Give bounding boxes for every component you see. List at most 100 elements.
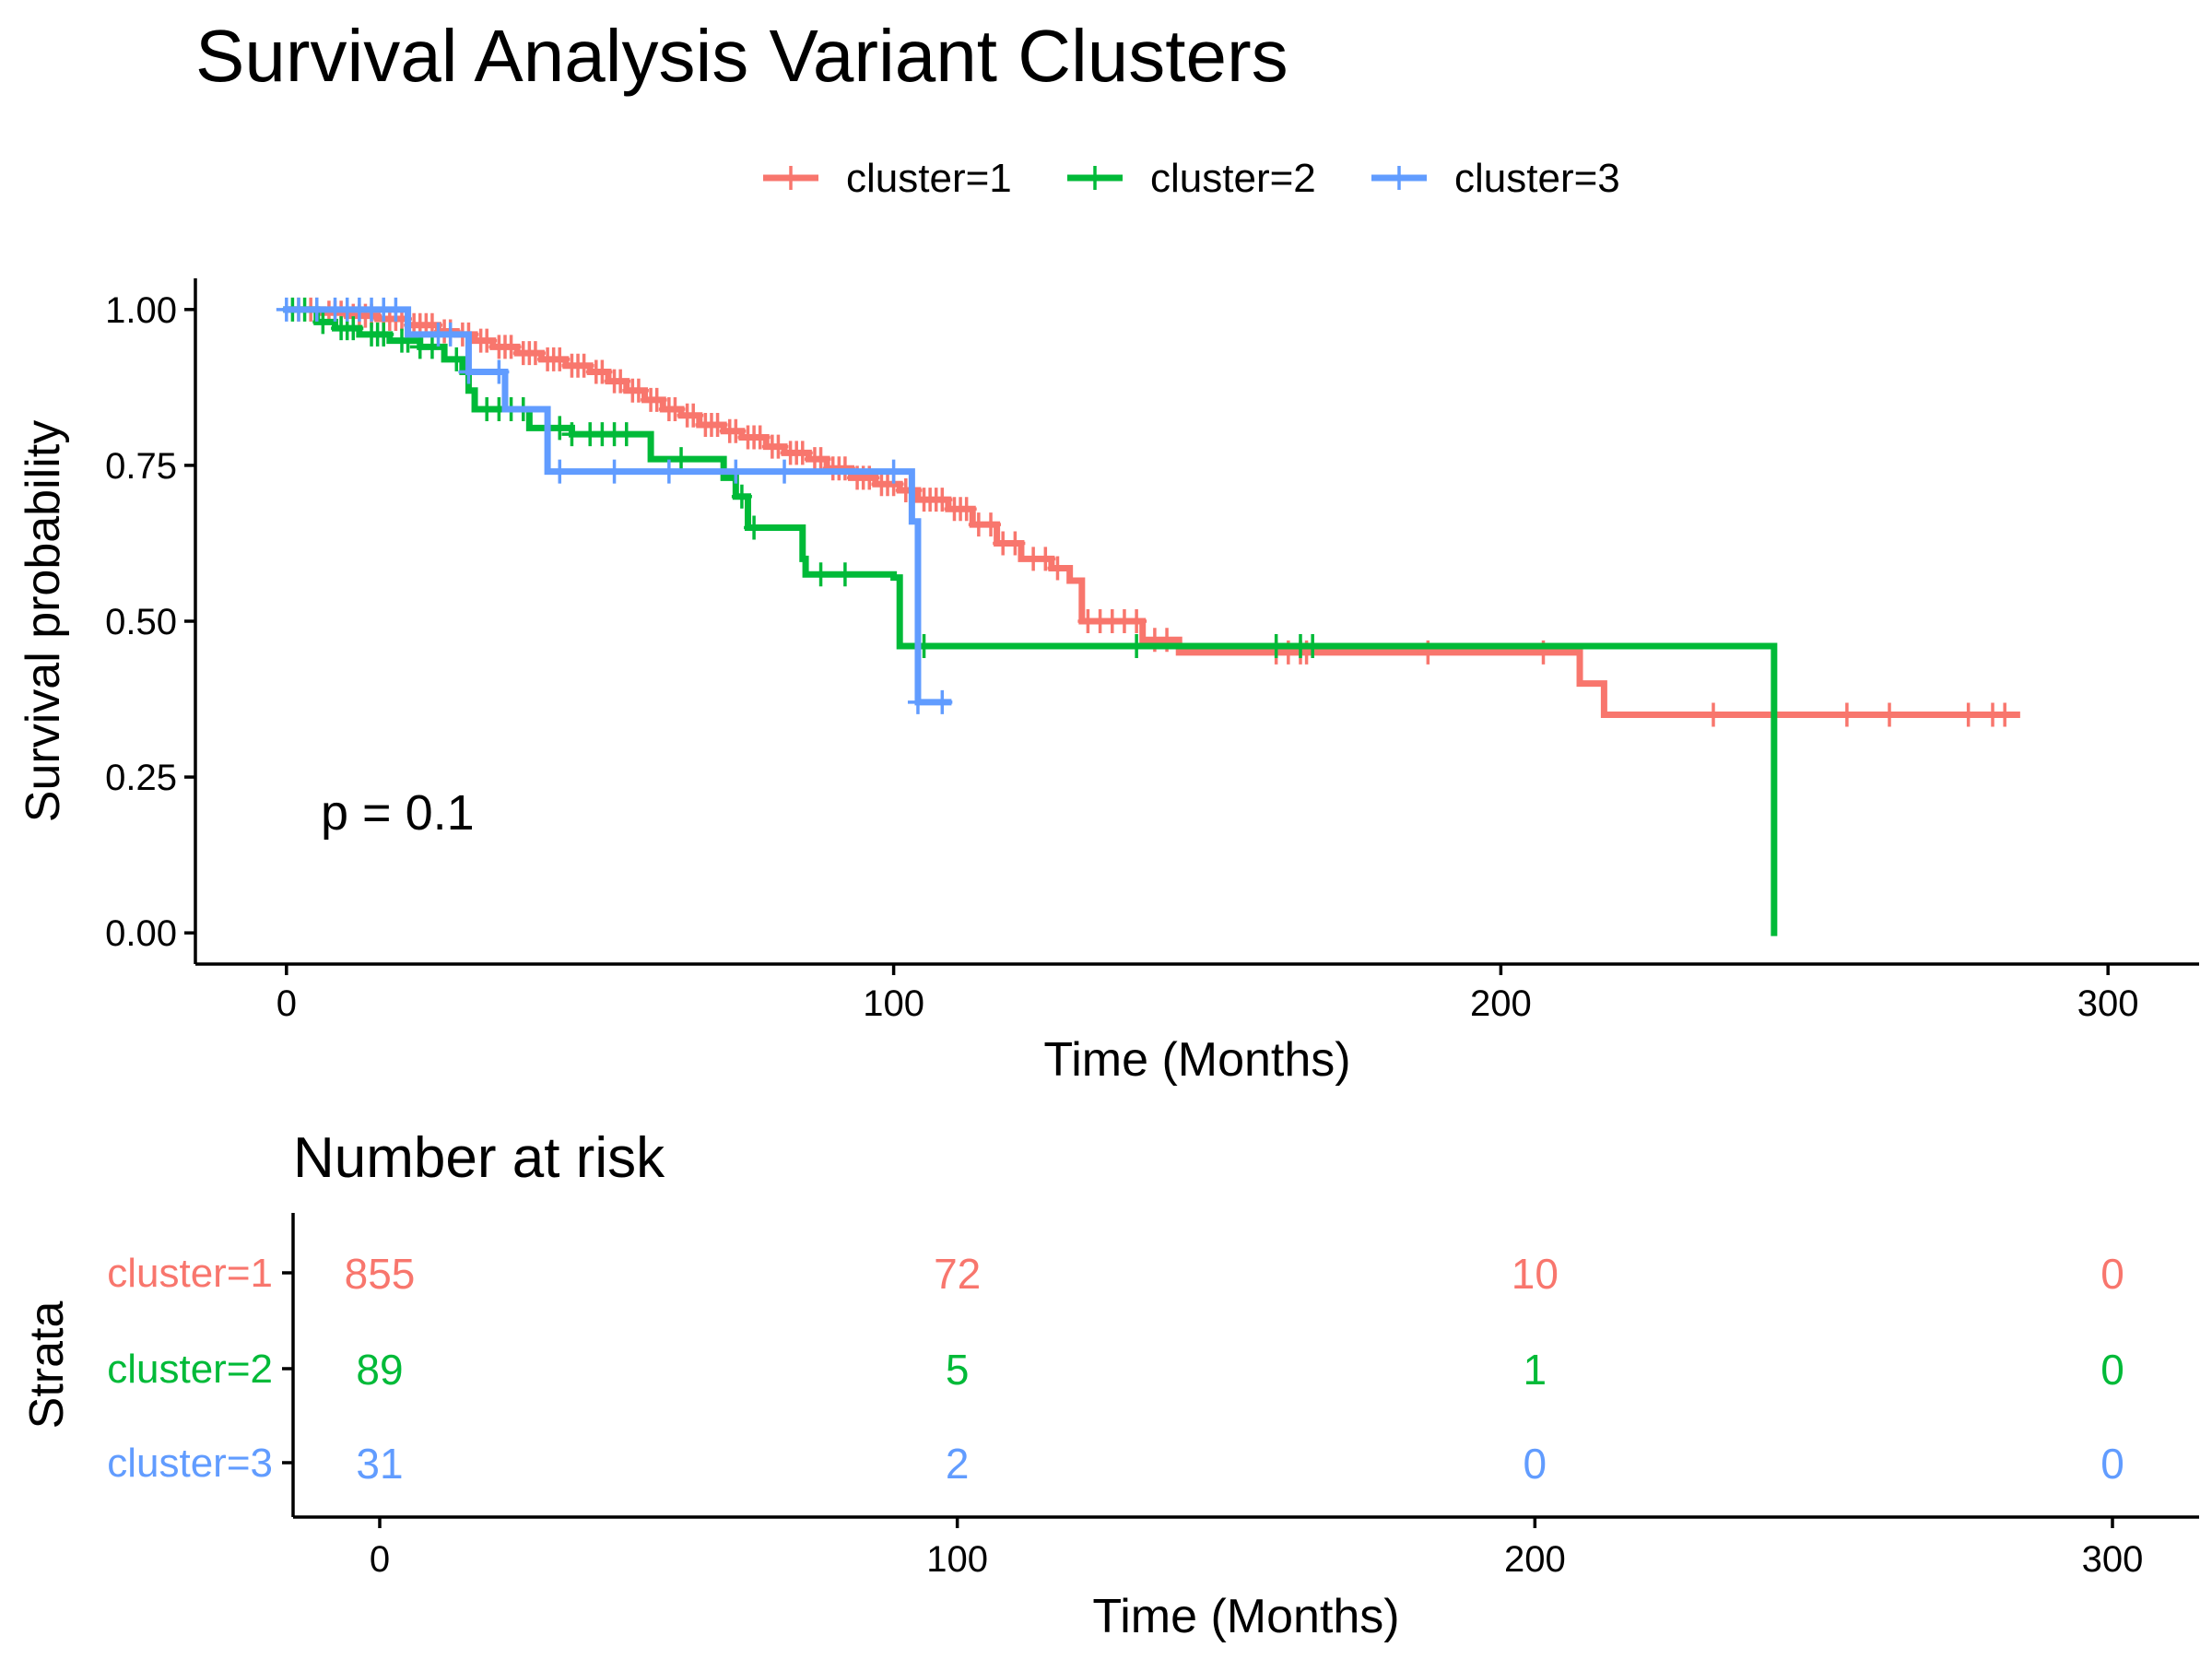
censor-mark xyxy=(725,418,747,443)
censor-mark xyxy=(477,328,498,353)
censor-mark xyxy=(646,387,667,412)
censor-mark xyxy=(665,397,686,422)
y-tick-label: 0.75 xyxy=(105,446,177,487)
strata-label: cluster=2 xyxy=(107,1347,273,1392)
risk-count: 0 xyxy=(2100,1346,2124,1394)
risk-count: 2 xyxy=(946,1440,970,1488)
censor-mark xyxy=(932,488,953,512)
risk-table-title: Number at risk xyxy=(293,1126,665,1190)
legend-label: cluster=1 xyxy=(846,156,1012,201)
p-value-annotation: p = 0.1 xyxy=(321,785,475,841)
censor-mark xyxy=(1958,702,1979,727)
censor-mark xyxy=(549,459,571,484)
strata-label: cluster=1 xyxy=(107,1251,273,1296)
legend: cluster=1 cluster=2 cluster=3 xyxy=(763,156,1620,201)
censor-mark xyxy=(288,297,309,322)
censor-mark xyxy=(592,359,613,384)
legend-item-cluster=3: cluster=3 xyxy=(1371,156,1620,201)
risk-count: 10 xyxy=(1512,1250,1559,1298)
censor-mark xyxy=(440,322,461,347)
risk-row-cluster=2: cluster=2 89 5 1 0 xyxy=(107,1346,2124,1394)
risk-row-cluster=3: cluster=3 31 2 0 0 xyxy=(107,1440,2124,1488)
km-plot: 0 100 200 300 0.00 0.25 0.50 0.75 1.00 p = 0.1 T… xyxy=(17,278,2199,1087)
censor-mark xyxy=(561,422,582,447)
censor-mark xyxy=(1879,702,1900,727)
strata-label: cluster=3 xyxy=(107,1441,273,1486)
censor-mark xyxy=(725,459,747,484)
legend-label: cluster=3 xyxy=(1454,156,1620,201)
km-axis-ticks: 0 100 200 300 0.00 0.25 0.50 0.75 1.00 xyxy=(105,290,2138,1024)
censor-mark xyxy=(749,425,771,450)
censor-mark xyxy=(1836,702,1857,727)
censor-mark xyxy=(500,335,522,359)
y-tick-label: 0.25 xyxy=(105,758,177,798)
risk-x-tick-label: 0 xyxy=(370,1539,390,1580)
censor-mark xyxy=(883,459,904,484)
censor-mark xyxy=(1702,702,1724,727)
censor-mark xyxy=(1994,702,2016,727)
series-cluster=3 xyxy=(276,297,953,714)
censor-mark xyxy=(610,369,631,394)
x-tick-label: 300 xyxy=(2077,983,2139,1024)
y-tick-label: 0.00 xyxy=(105,913,177,954)
censor-mark xyxy=(458,359,479,384)
censor-mark xyxy=(1005,531,1026,556)
censor-mark xyxy=(421,335,442,359)
risk-count: 0 xyxy=(1524,1440,1547,1488)
series-cluster=1 xyxy=(283,297,2020,727)
censor-mark xyxy=(768,434,789,459)
censor-mark xyxy=(573,353,594,378)
censor-mark xyxy=(792,441,813,465)
x-tick-label: 0 xyxy=(276,983,297,1024)
censor-mark xyxy=(671,447,692,472)
censor-mark xyxy=(628,378,649,403)
censor-mark xyxy=(312,310,334,335)
censor-mark xyxy=(1035,547,1056,571)
risk-count: 0 xyxy=(2100,1440,2124,1488)
survival-curve xyxy=(283,306,952,706)
x-tick-label: 100 xyxy=(863,983,924,1024)
censor-mark xyxy=(1126,634,1147,659)
censor-mark xyxy=(744,515,765,540)
legend-label: cluster=2 xyxy=(1150,156,1316,201)
censor-mark xyxy=(932,689,953,714)
censor-mark xyxy=(1047,556,1068,581)
censor-mark xyxy=(774,459,795,484)
risk-x-tick-label: 200 xyxy=(1504,1539,1566,1580)
risk-count: 5 xyxy=(946,1346,970,1394)
censor-mark xyxy=(981,512,1002,537)
risk-count: 1 xyxy=(1524,1346,1547,1394)
x-tick-label: 200 xyxy=(1470,983,1532,1024)
risk-x-tick-label: 300 xyxy=(2082,1539,2144,1580)
censor-mark xyxy=(446,347,467,371)
risk-count: 72 xyxy=(934,1250,981,1298)
risk-count: 855 xyxy=(345,1250,416,1298)
risk-y-axis-title: Strata xyxy=(20,1301,74,1430)
censor-mark xyxy=(343,316,364,341)
censor-mark xyxy=(385,297,406,322)
legend-item-cluster=1: cluster=1 xyxy=(763,156,1012,201)
legend-item-cluster=2: cluster=2 xyxy=(1067,156,1316,201)
censor-mark xyxy=(616,422,637,447)
censor-mark xyxy=(1126,609,1147,633)
y-tick-label: 1.00 xyxy=(105,290,177,331)
censor-mark xyxy=(1302,634,1324,659)
y-tick-label: 0.50 xyxy=(105,602,177,642)
risk-x-tick-label: 100 xyxy=(926,1539,988,1580)
risk-count: 31 xyxy=(356,1440,403,1488)
censor-mark xyxy=(373,322,394,347)
censor-mark xyxy=(731,484,752,509)
y-axis-title: Survival probability xyxy=(17,420,70,822)
censor-mark xyxy=(707,412,728,437)
risk-count: 89 xyxy=(356,1346,403,1394)
censor-mark xyxy=(1265,634,1287,659)
risk-row-cluster=1: cluster=1 855 72 10 0 xyxy=(107,1250,2124,1298)
censor-mark xyxy=(810,562,831,587)
censor-mark xyxy=(524,341,546,366)
censor-mark xyxy=(683,403,704,428)
km-lines xyxy=(276,297,2020,936)
censor-mark xyxy=(306,297,327,322)
